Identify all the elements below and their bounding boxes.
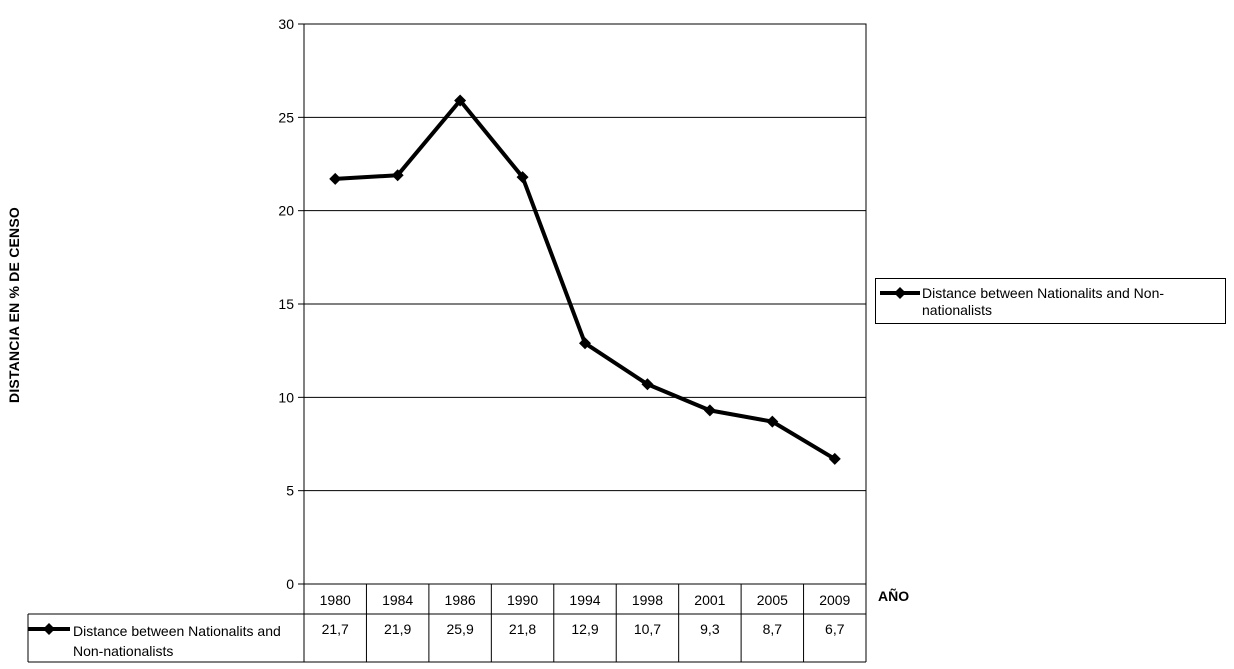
data-table-value: 21,7	[322, 621, 349, 637]
data-point-marker	[516, 171, 529, 184]
y-tick-label: 20	[278, 203, 294, 219]
data-table-value: 6,7	[825, 621, 845, 637]
data-table-value: 10,7	[634, 621, 661, 637]
x-tick-label: 1990	[507, 592, 538, 608]
data-point-marker	[641, 378, 654, 391]
y-tick-label: 15	[278, 296, 294, 312]
y-tick-label: 30	[278, 16, 294, 32]
y-tick-label: 5	[286, 483, 294, 499]
x-tick-label: 1986	[445, 592, 476, 608]
y-tick-label: 10	[278, 389, 294, 405]
data-point-marker	[454, 94, 467, 107]
x-tick-label: 1980	[320, 592, 351, 608]
series-line	[335, 98, 836, 461]
y-tick-label: 0	[286, 576, 294, 592]
legend: Distance between Nationalits and Non-nat…	[875, 278, 1226, 324]
data-table-value: 25,9	[446, 621, 473, 637]
data-table-value: 9,3	[700, 621, 720, 637]
data-point-marker	[329, 172, 342, 185]
x-tick-label: 2001	[694, 592, 725, 608]
legend-entry-label: Distance between Nationalits and Non-nat…	[922, 285, 1165, 318]
x-tick-label: 2005	[757, 592, 788, 608]
y-axis-title: DISTANCIA EN % DE CENSO	[6, 207, 22, 403]
x-tick-label: 1984	[382, 592, 413, 608]
data-point-marker	[703, 404, 716, 417]
data-table-value: 8,7	[763, 621, 783, 637]
table-line-marker-icon	[28, 623, 70, 635]
y-tick-label: 25	[278, 109, 294, 125]
x-tick-label: 1998	[632, 592, 663, 608]
data-point-marker	[828, 452, 841, 465]
legend-line-marker-icon	[880, 287, 920, 299]
x-tick-label: 1994	[569, 592, 600, 608]
data-table-value: 12,9	[571, 621, 598, 637]
x-tick-label: 2009	[819, 592, 850, 608]
x-axis-title: AÑO	[878, 588, 910, 604]
data-table-value: 21,9	[384, 621, 411, 637]
data-point-marker	[579, 337, 591, 350]
data-table-row-label: Distance between Nationalits and Non-nat…	[73, 623, 281, 659]
data-table-value: 21,8	[509, 621, 536, 637]
data-point-marker	[766, 415, 779, 428]
plot-area	[303, 23, 867, 585]
data-point-marker	[391, 169, 404, 182]
